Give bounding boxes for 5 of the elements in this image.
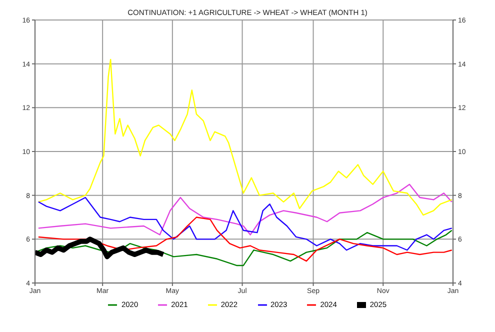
line-series bbox=[38, 58, 452, 216]
line-series bbox=[35, 230, 452, 266]
line-series bbox=[38, 216, 452, 262]
line-series bbox=[38, 196, 452, 251]
line-series bbox=[38, 184, 452, 236]
